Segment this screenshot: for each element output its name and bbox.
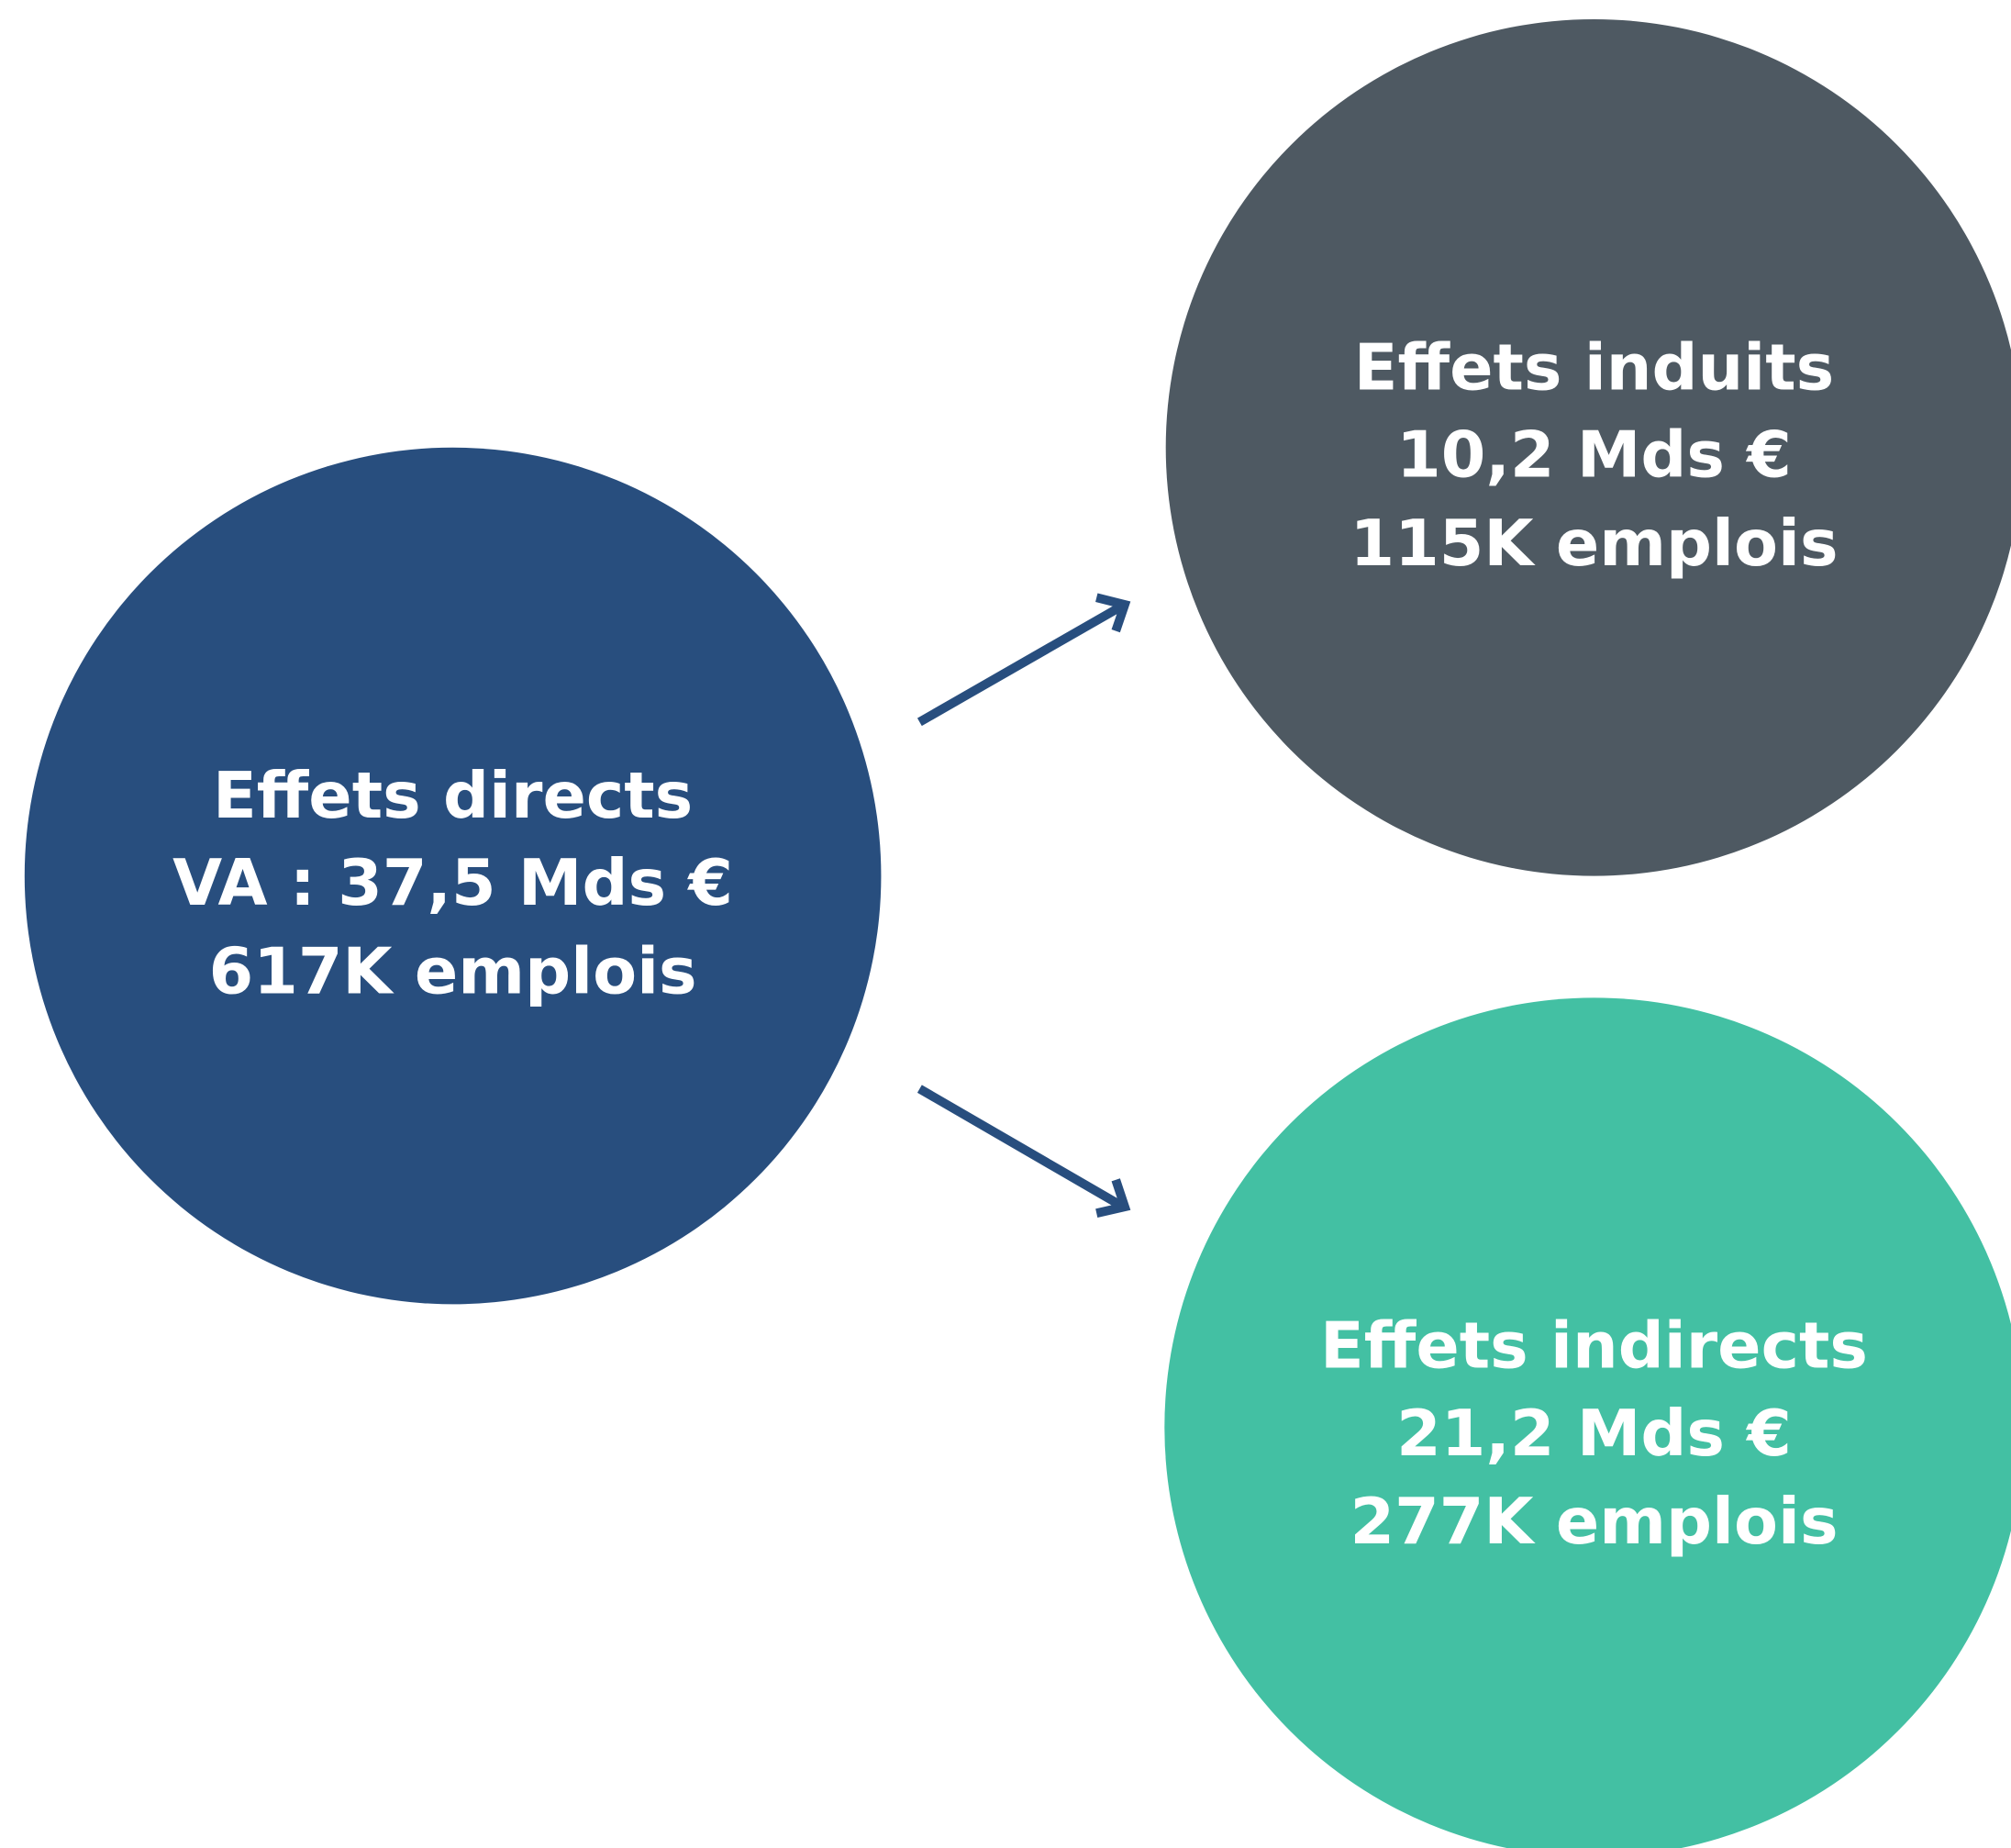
arrow-up <box>917 593 1131 727</box>
induced-label: Effets induits 10,2 Mds € 115K emplois <box>1350 330 1838 580</box>
direct-circle <box>24 447 882 1305</box>
node-jobs: 617K emplois <box>209 935 697 1009</box>
node-value: VA : 37,5 Mds € <box>172 846 733 920</box>
indirect-circle <box>1164 997 2011 1848</box>
node-title: Effets directs <box>213 759 693 833</box>
node-jobs: 115K emplois <box>1350 507 1838 581</box>
node-value: 10,2 Mds € <box>1396 417 1792 492</box>
node-jobs: 277K emplois <box>1350 1485 1838 1559</box>
direct-label: Effets directs VA : 37,5 Mds € 617K empl… <box>172 759 733 1008</box>
node-value: 21,2 Mds € <box>1396 1397 1792 1471</box>
arrow-down <box>917 1085 1131 1218</box>
node-title: Effets indirects <box>1320 1309 1868 1384</box>
indirect-label: Effets indirects 21,2 Mds € 277K emplois <box>1320 1309 1868 1559</box>
node-title: Effets induits <box>1354 330 1834 405</box>
induced-circle <box>1165 19 2011 876</box>
